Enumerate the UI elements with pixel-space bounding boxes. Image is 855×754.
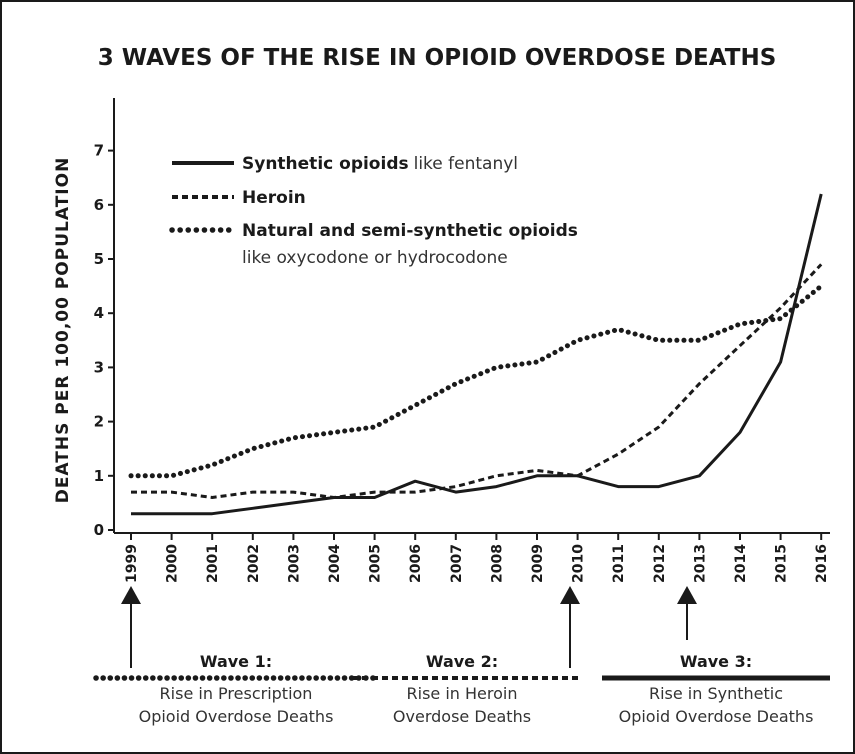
y-tick-label: 5 xyxy=(94,250,104,268)
series-line-dashed xyxy=(131,263,823,499)
x-tick-label: 2005 xyxy=(368,544,384,583)
wave-2-title: Wave 2: xyxy=(426,652,498,671)
legend-name-natural: Natural and semi-synthetic opioids xyxy=(242,221,578,241)
y-tick-label: 4 xyxy=(94,304,104,322)
x-tick-label: 2011 xyxy=(611,544,627,583)
legend-suffix-synthetic: like fentanyl xyxy=(414,154,518,174)
legend-name-heroin: Heroin xyxy=(242,188,306,208)
x-tick-label: 2015 xyxy=(774,544,790,583)
x-tick-label: 1999 xyxy=(124,544,140,583)
series-line-dotted xyxy=(128,283,824,479)
wave-1-desc-line2: Opioid Overdose Deaths xyxy=(139,707,334,726)
chart-title: 3 WAVES OF THE RISE IN OPIOID OVERDOSE D… xyxy=(98,45,777,71)
y-tick-label: 7 xyxy=(94,142,104,160)
wave-2: Wave 2: Rise in Heroin Overdose Deaths xyxy=(352,586,580,726)
wave-3: Wave 3: Rise in Synthetic Opioid Overdos… xyxy=(602,586,830,726)
y-tick-label: 1 xyxy=(94,467,104,485)
wave-1-title: Wave 1: xyxy=(200,652,272,671)
x-tick-label: 2009 xyxy=(530,544,546,583)
axes xyxy=(113,98,830,534)
wave-2-desc-line2: Overdose Deaths xyxy=(393,707,531,726)
x-tick-label: 2010 xyxy=(571,544,587,583)
y-tick-label: 3 xyxy=(94,358,104,376)
wave-1-desc-line1: Rise in Prescription xyxy=(160,684,313,703)
x-tick-label: 2016 xyxy=(814,544,830,583)
wave-3-title: Wave 3: xyxy=(680,652,752,671)
wave-2-desc-line1: Rise in Heroin xyxy=(407,684,518,703)
x-tick-label: 2004 xyxy=(327,544,343,583)
legend-suffix-natural: like oxycodone or hydrocodone xyxy=(242,248,508,268)
y-ticks: 0 1 2 3 4 5 6 7 xyxy=(94,142,114,539)
wave-1: Wave 1: Rise in Prescription Opioid Over… xyxy=(93,586,381,726)
wave-3-desc-line2: Opioid Overdose Deaths xyxy=(619,707,814,726)
series-line-solid xyxy=(131,193,823,516)
legend-entry-synthetic: Synthetic opioids like fentanyl xyxy=(242,154,518,174)
waves: Wave 1: Rise in Prescription Opioid Over… xyxy=(93,586,830,726)
x-tick-label: 2001 xyxy=(205,544,221,583)
wave-2-arrow-head xyxy=(560,586,580,604)
x-tick-label: 2012 xyxy=(652,544,668,583)
x-tick-label: 2003 xyxy=(286,544,302,583)
wave-3-arrow-head xyxy=(677,586,697,604)
wave-3-desc-line1: Rise in Synthetic xyxy=(649,684,783,703)
legend-name-synthetic: Synthetic opioids xyxy=(242,154,409,174)
y-tick-label: 2 xyxy=(94,413,104,431)
x-tick-label: 2008 xyxy=(489,544,505,583)
wave-1-arrow-head xyxy=(121,586,141,604)
x-tick-label: 2007 xyxy=(449,544,465,583)
y-axis-label: DEATHS PER 100,00 POPULATION xyxy=(53,157,73,504)
x-tick-label: 2014 xyxy=(733,544,749,583)
x-ticks: 1999 2000 2001 2002 2003 2004 2005 2006 2007 2008… xyxy=(124,533,830,583)
x-tick-label: 2000 xyxy=(165,544,181,583)
x-tick-label: 2006 xyxy=(408,544,424,583)
x-tick-label: 2002 xyxy=(246,544,262,583)
series-lines xyxy=(128,193,824,516)
legend: Synthetic opioids like fentanyl Heroin Na… xyxy=(169,154,578,268)
x-tick-label: 2013 xyxy=(692,544,708,583)
y-tick-label: 6 xyxy=(94,196,104,214)
y-tick-label: 0 xyxy=(94,521,104,539)
